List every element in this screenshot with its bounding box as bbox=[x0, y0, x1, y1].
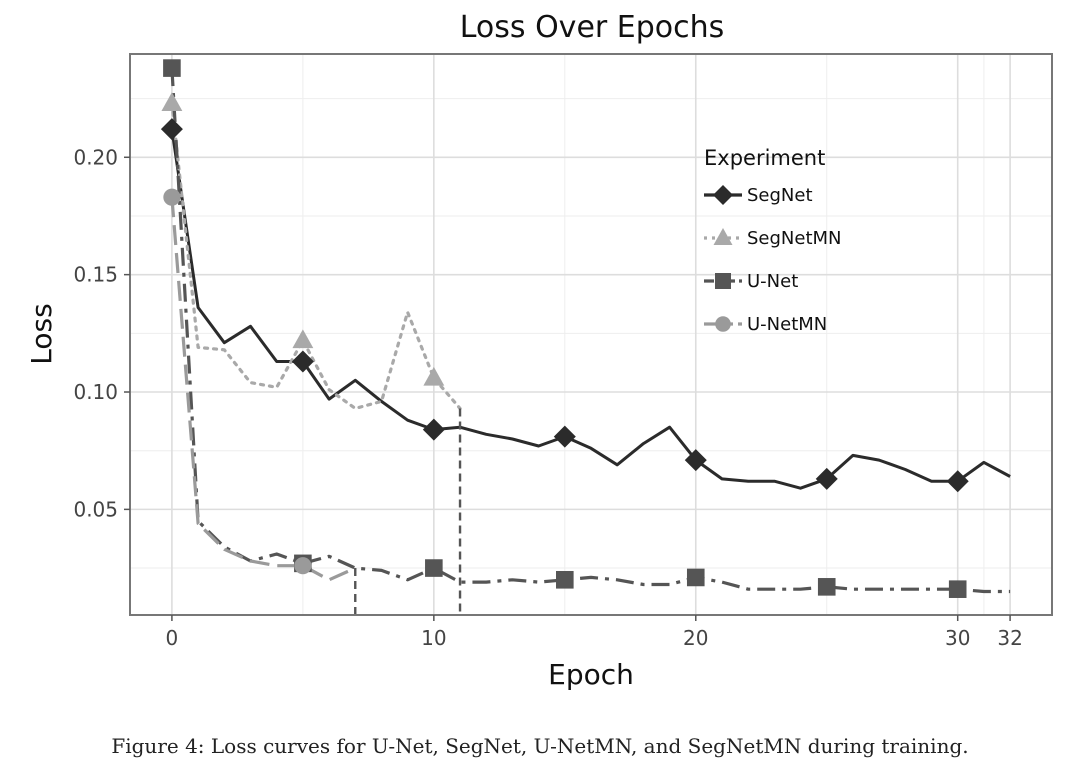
marker-segnetmn bbox=[292, 329, 314, 349]
legend: Experiment SegNet SegNetMN U-Net U-NetMN bbox=[704, 146, 842, 335]
x-tick-label: 10 bbox=[421, 626, 446, 650]
series-line-segnetmn bbox=[170, 101, 462, 410]
series-markers bbox=[160, 59, 969, 598]
legend-marker-unetmn bbox=[715, 316, 731, 332]
grid-lines bbox=[130, 54, 1052, 615]
marker-unet bbox=[163, 59, 181, 77]
x-tick-label: 32 bbox=[997, 626, 1022, 650]
series-line-segnet bbox=[170, 128, 1011, 490]
legend-marker-unet bbox=[715, 273, 731, 289]
y-tick-label: 0.15 bbox=[73, 263, 118, 287]
legend-label-unetmn: U-NetMN bbox=[747, 314, 827, 335]
marker-segnet bbox=[815, 467, 838, 490]
y-axis-title: Loss bbox=[25, 303, 58, 364]
x-tick-label: 20 bbox=[683, 626, 708, 650]
x-tick-label: 30 bbox=[945, 626, 970, 650]
marker-unet bbox=[948, 580, 967, 598]
marker-unetmn bbox=[294, 557, 312, 575]
legend-title: Experiment bbox=[704, 146, 825, 170]
marker-segnet bbox=[946, 470, 969, 493]
marker-unet bbox=[556, 570, 574, 589]
marker-segnetmn bbox=[423, 366, 445, 386]
y-tick-label: 0.05 bbox=[73, 497, 118, 521]
marker-segnetmn bbox=[161, 92, 183, 111]
legend-label-segnetmn: SegNetMN bbox=[747, 228, 842, 249]
axis-ticks: 0.05 0.10 0.15 0.20 0 10 20 30 32 bbox=[73, 145, 1022, 650]
legend-marker-segnetmn bbox=[713, 228, 733, 245]
chart-title: Loss Over Epochs bbox=[460, 10, 725, 45]
marker-segnet bbox=[160, 118, 183, 141]
marker-unet bbox=[425, 559, 443, 577]
marker-segnet bbox=[422, 418, 445, 441]
legend-label-unet: U-Net bbox=[747, 271, 798, 292]
plot-panel-border bbox=[129, 53, 1053, 616]
x-tick-label: 0 bbox=[166, 626, 179, 650]
marker-unetmn bbox=[163, 188, 181, 206]
loss-chart: 0.05 0.10 0.15 0.20 0 10 20 30 32 Loss Over Epoc… bbox=[0, 0, 1080, 700]
figure-caption: Figure 4: Loss curves for U-Net, SegNet,… bbox=[111, 734, 969, 758]
marker-segnet bbox=[684, 449, 707, 472]
x-axis-title: Epoch bbox=[548, 658, 634, 691]
plot-background bbox=[0, 0, 1080, 700]
marker-segnet bbox=[553, 425, 576, 448]
series-line-unetmn bbox=[170, 197, 356, 582]
legend-marker-segnet bbox=[713, 185, 733, 205]
y-tick-label: 0.20 bbox=[73, 145, 118, 169]
marker-unet bbox=[686, 568, 705, 587]
marker-segnet bbox=[291, 350, 314, 373]
legend-keys bbox=[704, 185, 742, 332]
legend-label-segnet: SegNet bbox=[747, 185, 813, 206]
y-tick-label: 0.10 bbox=[73, 380, 118, 404]
marker-unet bbox=[817, 578, 836, 596]
